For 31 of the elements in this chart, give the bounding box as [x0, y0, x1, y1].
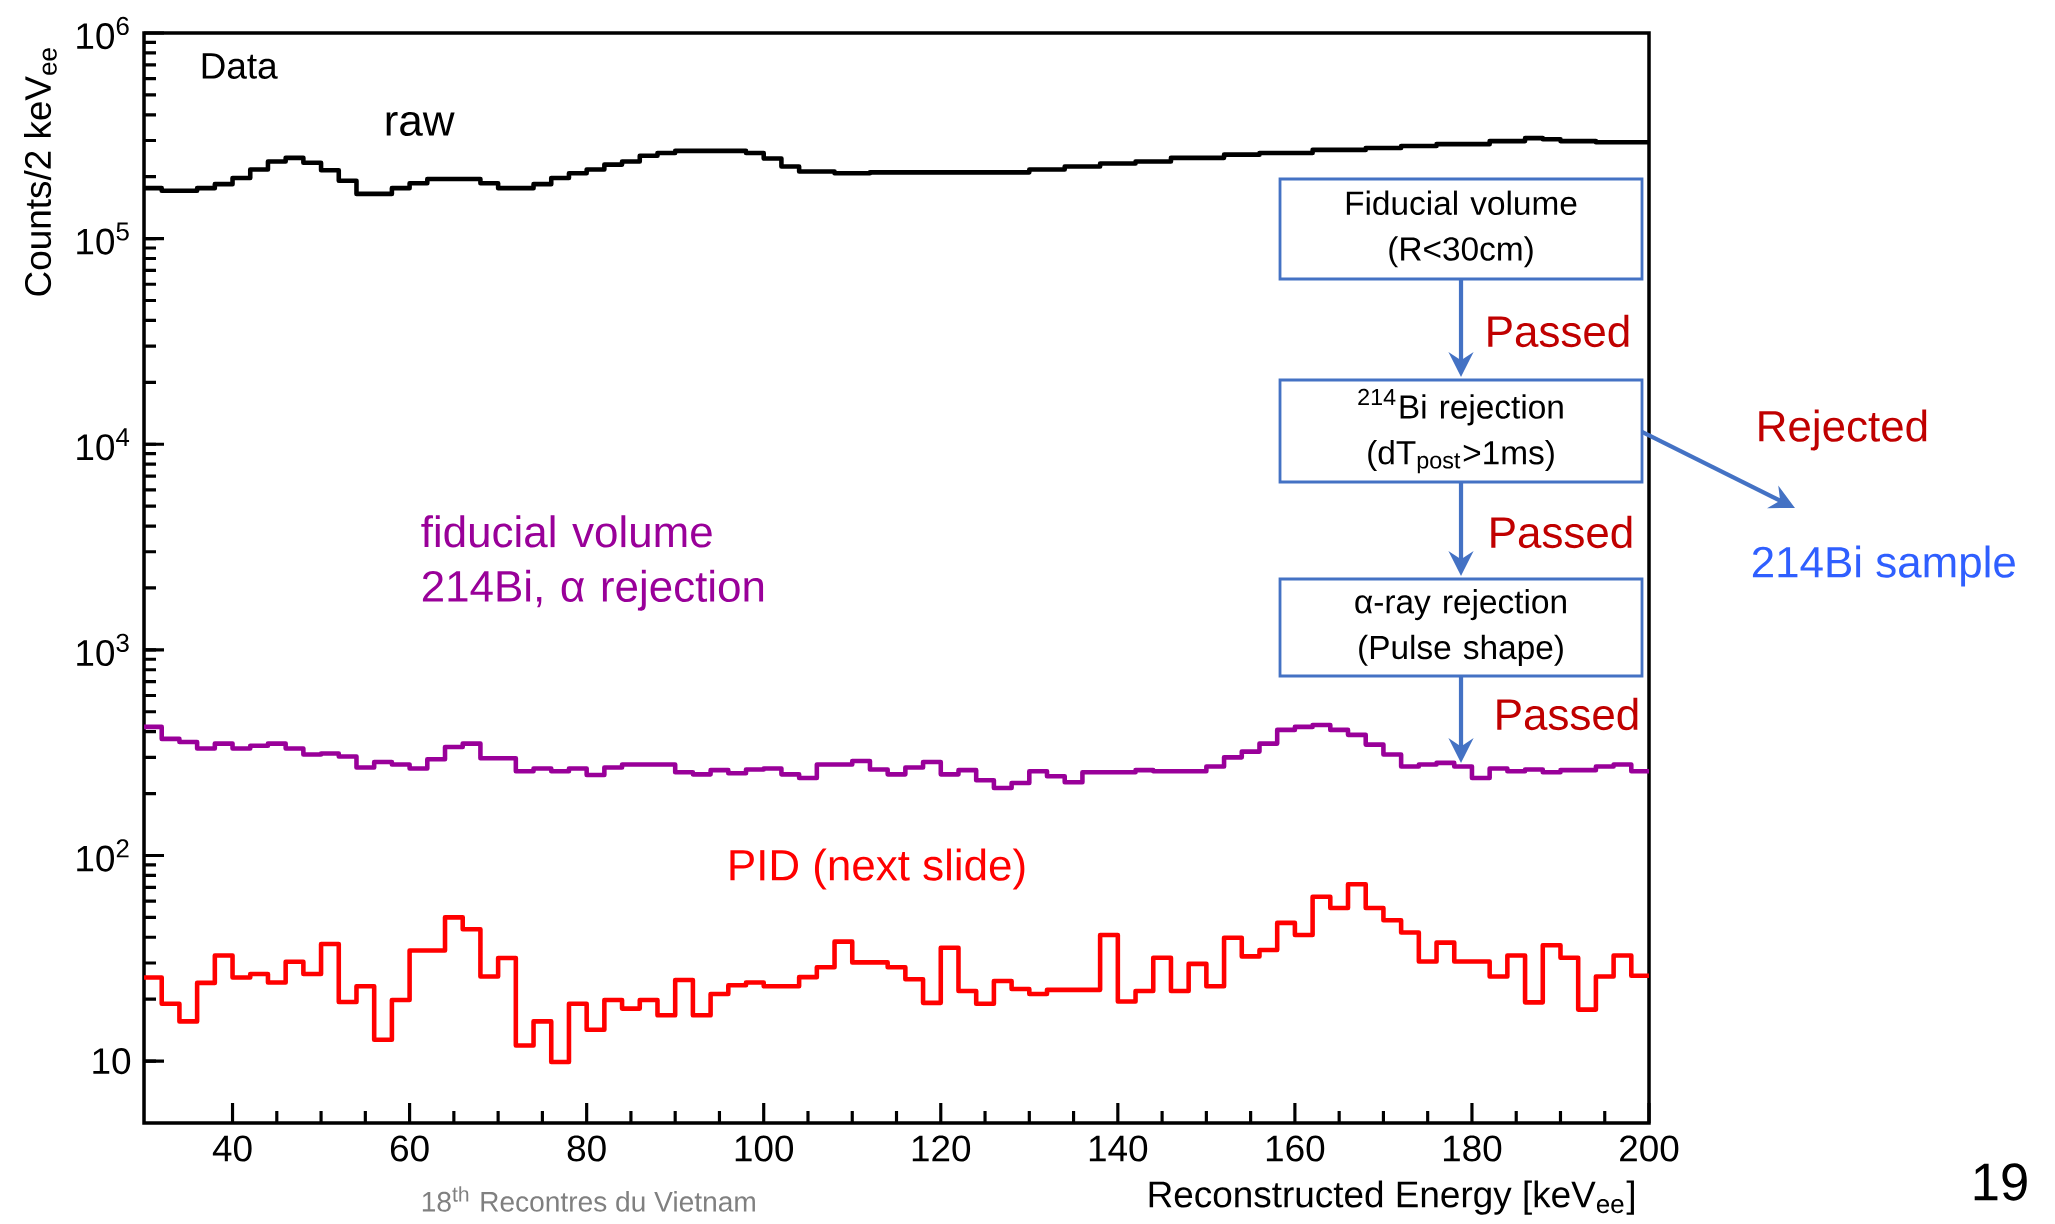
annotation: Fiducial volume (R<30cm) — [1346, 190, 1577, 268]
y-axis-title: Counts/2 keV$_{ee}$ — [24, 48, 57, 296]
annotation: Data — [202, 53, 278, 79]
y-tick-label: 10$^{4}$ — [77, 428, 130, 461]
text: 18$^{th}$ Recontres du Vietnam — [422, 1186, 755, 1212]
x-tick-label: 200 — [1620, 1135, 1679, 1162]
y-tick-label: 10$^{5}$ — [77, 222, 129, 255]
annotation: $^{214}$Bi rejection (dT$_{post}$>1ms) — [1358, 388, 1563, 474]
series-label: raw — [386, 111, 455, 137]
x-tick-label: 80 — [567, 1135, 606, 1162]
text: 214Bi sample — [1752, 545, 2015, 587]
x-axis-title: Reconstructed Energy [keV$_{ee}$] — [1149, 1180, 1634, 1215]
y-tick-label: 10 — [93, 1048, 131, 1075]
annotation: Passed — [1497, 697, 1638, 731]
text: 19 — [1974, 1163, 2027, 1201]
y-tick-label: 10$^{3}$ — [77, 633, 129, 667]
x-tick-label: 120 — [912, 1135, 971, 1162]
x-tick-label: 40 — [212, 1135, 252, 1162]
text: fiducial volume 214Bi, α rejection — [421, 515, 764, 611]
series-label: PID (next slide) — [730, 848, 1025, 890]
x-tick-label: 140 — [1089, 1135, 1148, 1162]
text: Rejected — [1759, 409, 1927, 451]
y-tick-label: 10$^{6}$ — [77, 16, 129, 50]
y-tick-label: 10$^{2}$ — [77, 839, 129, 872]
x-tick-label: 160 — [1266, 1135, 1325, 1162]
annotation: Passed — [1491, 515, 1632, 549]
annotation: Passed — [1488, 314, 1629, 348]
annotation: α-ray rejection (Pulse shape) — [1355, 589, 1566, 666]
x-tick-label: 180 — [1443, 1135, 1502, 1162]
x-tick-label: 100 — [735, 1135, 794, 1162]
x-tick-label: 60 — [390, 1135, 429, 1162]
